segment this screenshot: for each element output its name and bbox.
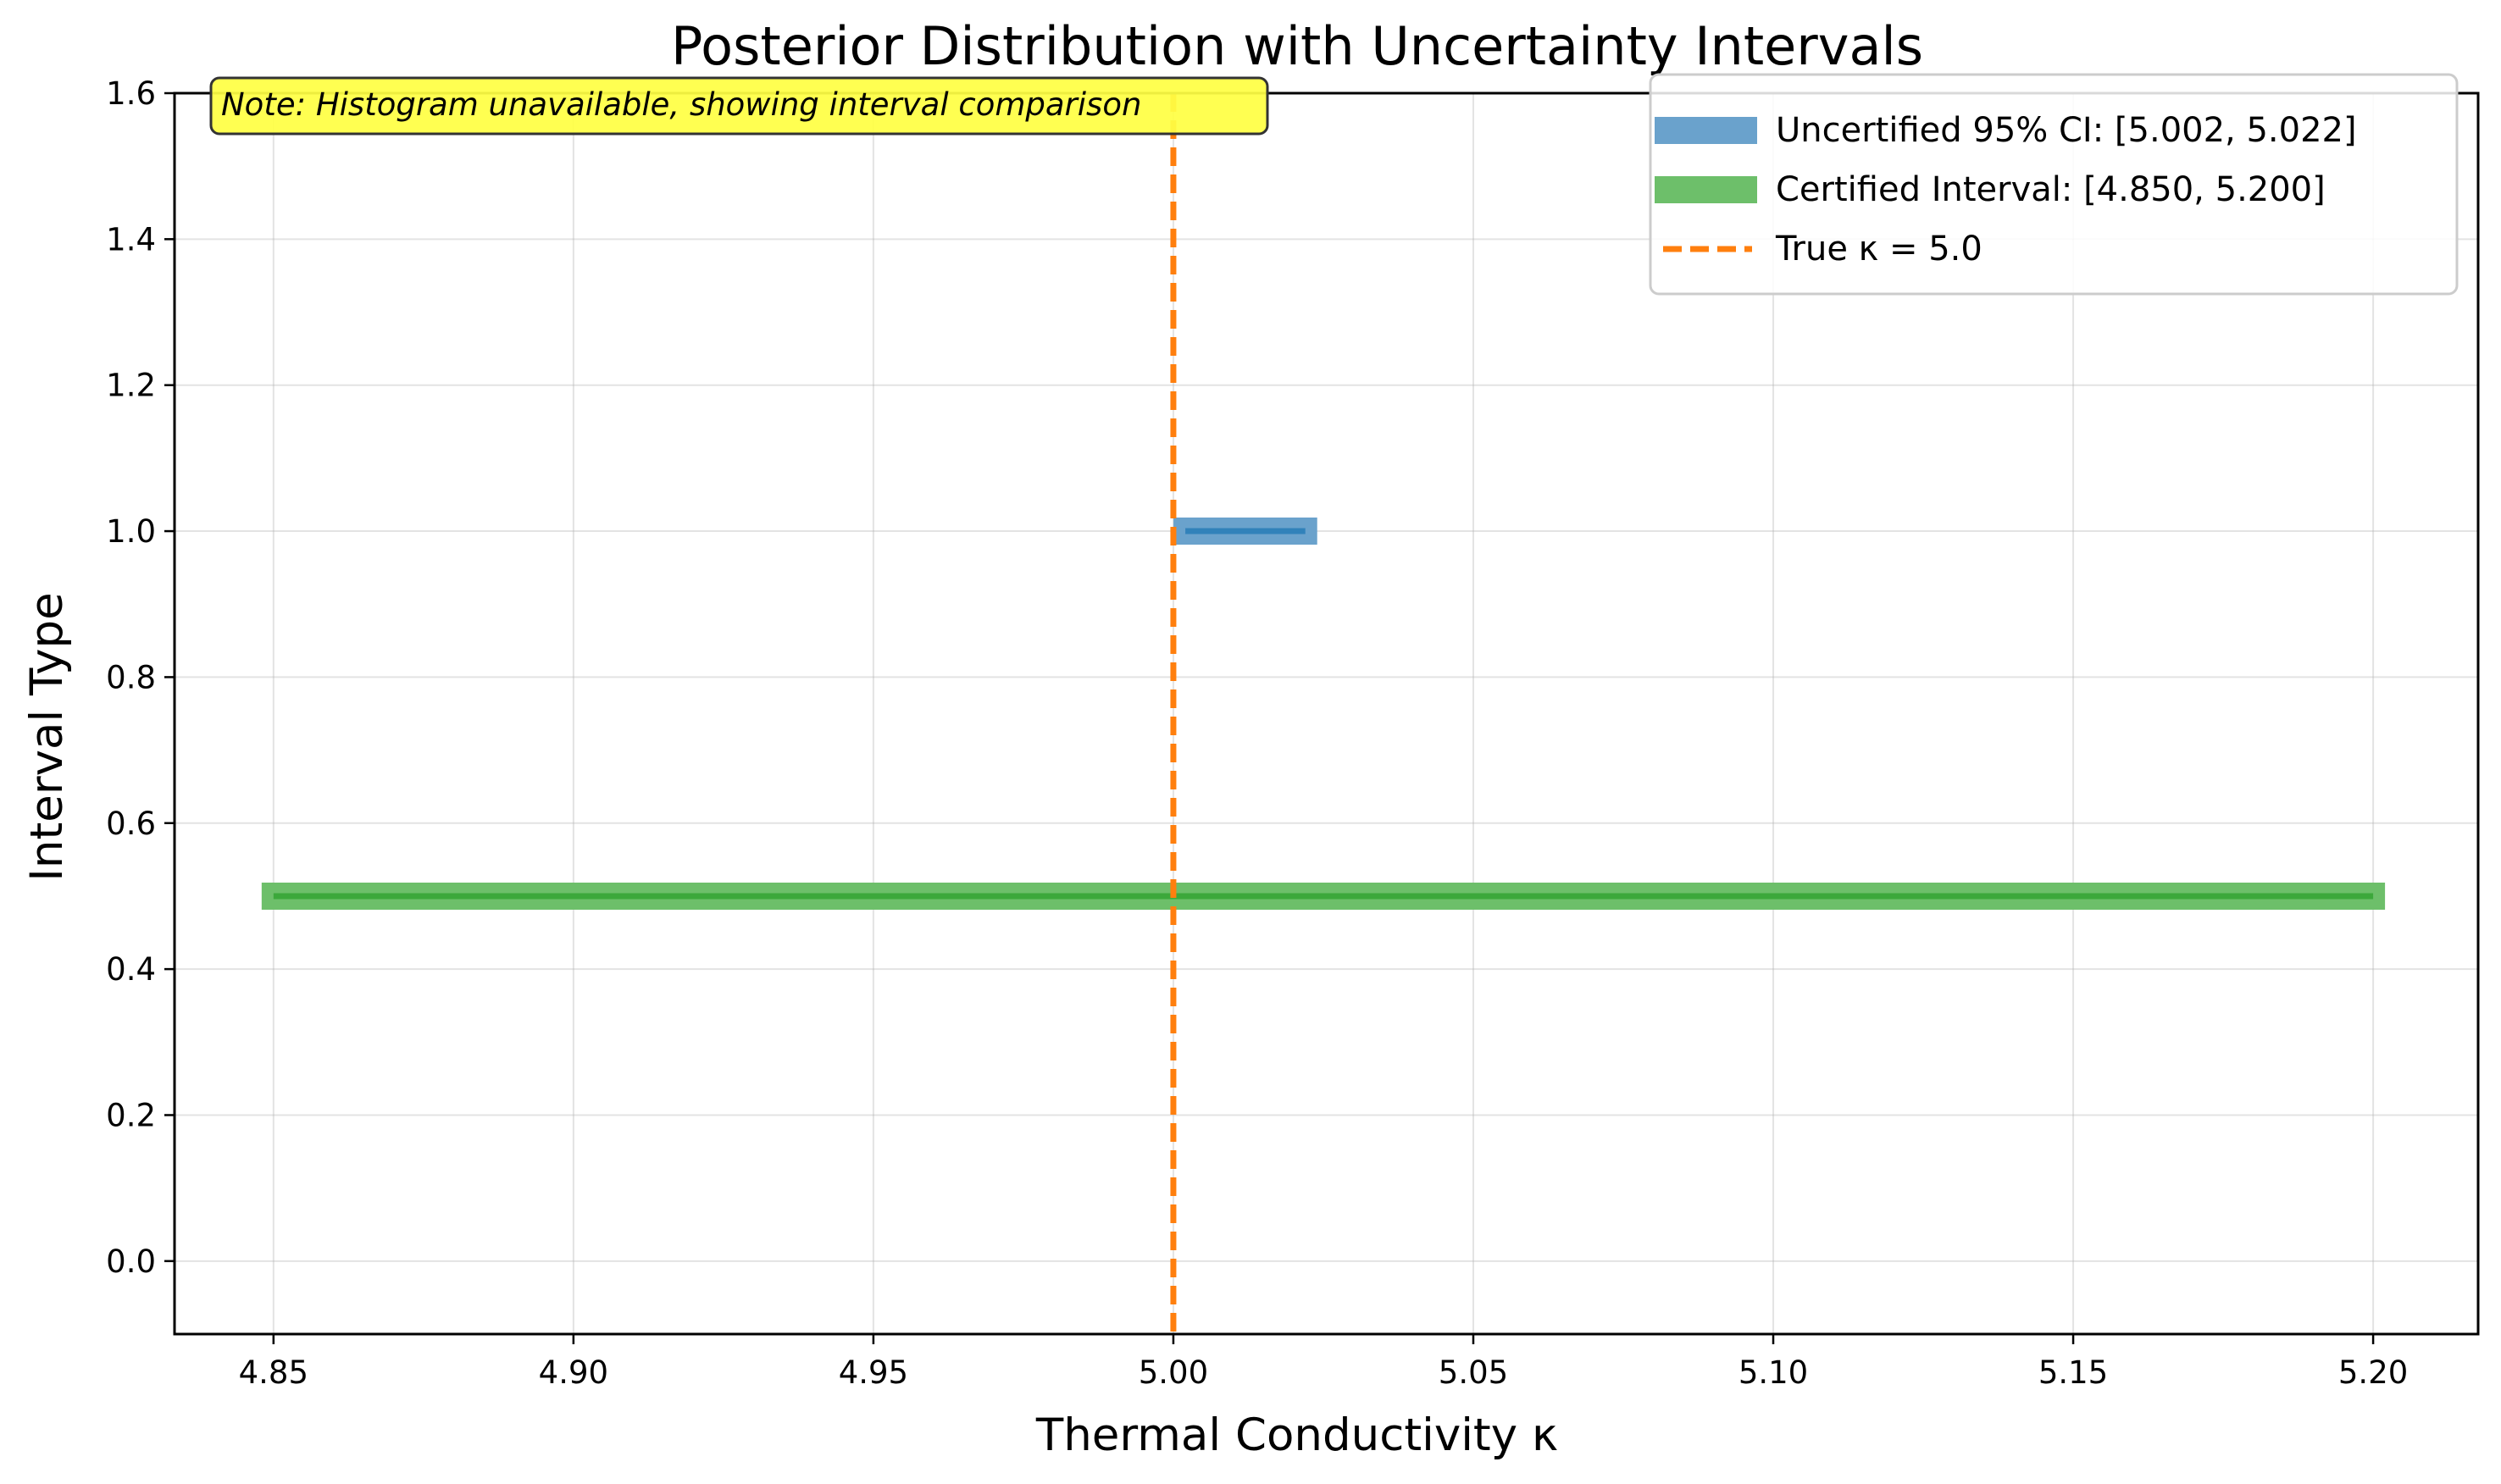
y-tick-label: 0.2 bbox=[106, 1097, 156, 1133]
x-tick-label: 4.95 bbox=[839, 1354, 908, 1391]
y-tick-label: 1.0 bbox=[106, 513, 156, 550]
y-tick-label: 1.6 bbox=[106, 75, 156, 112]
chart-title: Posterior Distribution with Uncertainty … bbox=[671, 15, 1923, 77]
y-tick-label: 0.8 bbox=[106, 659, 156, 695]
x-tick-label: 4.85 bbox=[239, 1354, 308, 1391]
legend-label: Certified Interval: [4.850, 5.200] bbox=[1776, 170, 2326, 209]
legend-label: Uncertified 95% CI: [5.002, 5.022] bbox=[1776, 111, 2357, 150]
x-axis-label: Thermal Conductivity κ bbox=[1035, 1409, 1558, 1461]
legend: Uncertified 95% CI: [5.002, 5.022] Certif… bbox=[1649, 73, 2459, 296]
y-tick-label: 1.4 bbox=[106, 221, 156, 257]
note-text: Note: Histogram unavailable, showing int… bbox=[221, 86, 1141, 123]
note-box bbox=[209, 76, 1269, 136]
y-axis-label: Interval Type bbox=[21, 592, 73, 882]
x-tick-label: 5.05 bbox=[1439, 1354, 1508, 1391]
x-tick-label: 5.20 bbox=[2338, 1354, 2408, 1391]
x-tick-label: 5.15 bbox=[2038, 1354, 2108, 1391]
plot-marks bbox=[261, 93, 2386, 1334]
legend-label: True κ = 5.0 bbox=[1775, 230, 1982, 269]
y-tick-label: 0.6 bbox=[106, 806, 156, 842]
gridlines bbox=[175, 92, 2478, 1334]
axes-frame bbox=[173, 91, 2480, 1336]
y-tick-label: 0.0 bbox=[106, 1243, 156, 1280]
note-annotation: Note: Histogram unavailable, showing int… bbox=[209, 76, 1269, 136]
ticks: 4.85 4.90 4.95 5.00 5.05 5.10 5.15 5.20 0.0 0.2 0.… bbox=[106, 75, 2408, 1391]
x-tick-label: 4.90 bbox=[539, 1354, 608, 1391]
y-tick-label: 1.2 bbox=[106, 368, 156, 404]
legend-box bbox=[1649, 73, 2459, 296]
axes-border bbox=[173, 91, 2480, 1336]
x-tick-label: 5.00 bbox=[1139, 1354, 1208, 1391]
x-tick-label: 5.10 bbox=[1738, 1354, 1808, 1391]
y-tick-label: 0.4 bbox=[106, 951, 156, 988]
